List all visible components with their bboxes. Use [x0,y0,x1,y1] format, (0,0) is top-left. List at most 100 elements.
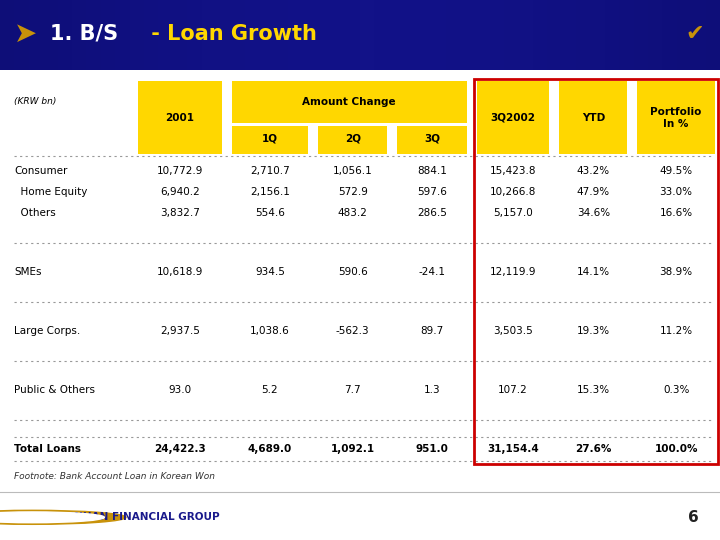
Bar [446,0,461,70]
Text: Consumer: Consumer [14,166,68,176]
Bar [547,0,562,70]
Bar [475,0,490,70]
Bar [662,0,677,70]
Text: 1Q: 1Q [262,133,278,144]
Text: 572.9: 572.9 [338,187,368,197]
Bar [318,126,387,154]
Bar [490,0,504,70]
Text: 34.6%: 34.6% [577,208,610,218]
Bar [130,0,144,70]
Text: Large Corps.: Large Corps. [14,326,81,336]
Bar [474,79,718,464]
Text: 2001: 2001 [166,112,194,123]
Bar [29,0,43,70]
Bar [317,0,331,70]
Text: 2,937.5: 2,937.5 [160,326,200,336]
Text: 10,772.9: 10,772.9 [157,166,203,176]
Bar [72,0,86,70]
Text: 1,038.6: 1,038.6 [250,326,290,336]
Text: 89.7: 89.7 [420,326,444,336]
Bar [58,0,72,70]
Bar [461,0,475,70]
Text: 951.0: 951.0 [415,444,449,454]
Text: YTD: YTD [582,112,605,123]
Text: 11.2%: 11.2% [660,326,693,336]
Text: 12,119.9: 12,119.9 [490,267,536,278]
Bar [138,80,222,154]
Bar [43,0,58,70]
Text: Portfolio
In %: Portfolio In % [650,106,702,129]
Text: 4,689.0: 4,689.0 [248,444,292,454]
Bar [418,0,432,70]
Bar [144,0,158,70]
Text: 27.6%: 27.6% [575,444,611,454]
Text: 590.6: 590.6 [338,267,368,278]
Bar [706,0,720,70]
Text: 2,156.1: 2,156.1 [250,187,290,197]
Bar [648,0,662,70]
Text: 19.3%: 19.3% [577,326,610,336]
Bar [0,0,14,70]
Bar [230,0,245,70]
Bar [187,0,202,70]
Text: 100.0%: 100.0% [654,444,698,454]
Text: 47.9%: 47.9% [577,187,610,197]
Text: (KRW bn): (KRW bn) [14,97,57,106]
Bar [86,0,101,70]
Bar [346,0,360,70]
Bar [389,0,403,70]
Text: 93.0: 93.0 [168,386,192,395]
Bar [403,0,418,70]
Bar [637,80,715,154]
Bar [216,0,230,70]
Text: Others: Others [14,208,56,218]
Bar [576,0,590,70]
Text: 24,422.3: 24,422.3 [154,444,206,454]
Bar [533,0,547,70]
Circle shape [0,512,104,523]
Text: 597.6: 597.6 [417,187,447,197]
Text: ✔: ✔ [685,24,704,44]
Text: 16.6%: 16.6% [660,208,693,218]
Text: 49.5%: 49.5% [660,166,693,176]
Bar [274,0,288,70]
Bar [397,126,467,154]
Text: 5.2: 5.2 [261,386,279,395]
Text: 2Q: 2Q [345,133,361,144]
Text: 10,266.8: 10,266.8 [490,187,536,197]
Text: 38.9%: 38.9% [660,267,693,278]
Bar [634,0,648,70]
Text: 10,618.9: 10,618.9 [157,267,203,278]
Bar [302,0,317,70]
Bar [259,0,274,70]
Text: 14.1%: 14.1% [577,267,610,278]
Bar [115,0,130,70]
Text: 31,154.4: 31,154.4 [487,444,539,454]
Text: Total Loans: Total Loans [14,444,81,454]
Text: SHINHAN FINANCIAL GROUP: SHINHAN FINANCIAL GROUP [54,512,220,522]
Text: 884.1: 884.1 [417,166,447,176]
Text: 554.6: 554.6 [255,208,285,218]
Bar [288,0,302,70]
Text: Home Equity: Home Equity [14,187,88,197]
Text: Amount Change: Amount Change [302,97,396,107]
Text: 3Q: 3Q [424,133,440,144]
Text: 1,092.1: 1,092.1 [330,444,375,454]
Text: Public & Others: Public & Others [14,386,95,395]
Bar [677,0,691,70]
Bar [504,0,518,70]
Bar [158,0,173,70]
Text: 43.2%: 43.2% [577,166,610,176]
Text: ➤: ➤ [14,19,37,48]
Text: 6: 6 [688,510,698,525]
Text: 15.3%: 15.3% [577,386,610,395]
Bar [619,0,634,70]
Text: 33.0%: 33.0% [660,187,693,197]
Bar [232,80,467,123]
Text: 2,710.7: 2,710.7 [250,166,290,176]
Text: 483.2: 483.2 [338,208,368,218]
Bar [562,0,576,70]
Text: 7.7: 7.7 [344,386,361,395]
Circle shape [0,510,126,524]
Text: 1. B/S: 1. B/S [50,24,119,44]
